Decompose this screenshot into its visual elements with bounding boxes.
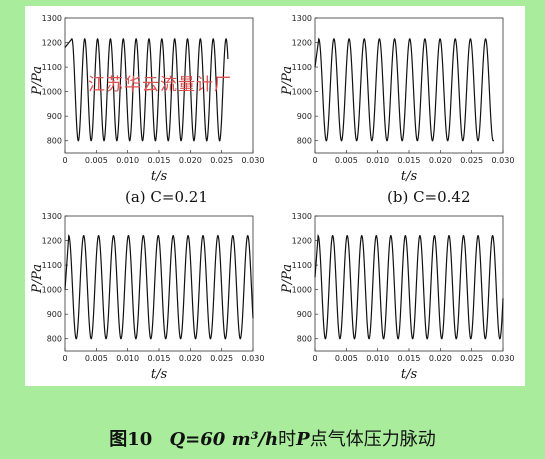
flow-formula: Q=60 m³/h	[169, 429, 279, 450]
watermark: 江苏华云流量计厂	[88, 75, 232, 95]
x-tick-label: 0	[62, 156, 67, 165]
x-tick-label: 0.025	[210, 156, 233, 165]
figure-panel: 800 900 1000 1100 1200 1300 0 0.005 0.010 0.015 0.…	[25, 6, 525, 405]
y-tick-label: 1300	[42, 212, 62, 221]
x-tick-label: 0.005	[335, 354, 358, 363]
x-axis-label: t/s	[401, 169, 418, 184]
x-tick-label: 0.025	[210, 354, 233, 363]
y-axis-label: P/Pa	[280, 264, 295, 294]
x-axis-label: t/s	[401, 367, 418, 382]
x-tick-label: 0.015	[398, 156, 421, 165]
charts-svg: 800 900 1000 1100 1200 1300 0 0.005 0.010 0.015 0.…	[30, 14, 515, 405]
y-tick-label: 900	[297, 310, 312, 319]
x-tick-label: 0.025	[460, 156, 483, 165]
x-tick-label: 0.015	[148, 156, 171, 165]
pressure-series-line	[64, 37, 229, 142]
y-tick-label: 1300	[42, 14, 62, 23]
x-tick-label: 0	[62, 354, 67, 363]
y-tick-label: 1200	[42, 237, 62, 246]
title-suffix-1: 时	[278, 429, 297, 450]
y-tick-label: 1000	[292, 286, 312, 295]
x-tick-label: 0.010	[366, 156, 389, 165]
x-tick-label: 0.030	[242, 156, 265, 165]
x-tick-label: 0.005	[85, 156, 108, 165]
chart-3: 800 900 1000 1100 1200 1300 0 0.005 0.010 0.015 0.…	[280, 212, 515, 405]
subplot-caption: (a) C=0.21	[125, 188, 208, 206]
x-tick-label: 0.015	[148, 354, 171, 363]
x-axis-label: t/s	[151, 367, 168, 382]
y-tick-label: 1000	[42, 88, 62, 97]
chart-1: 800 900 1000 1100 1200 1300 0 0.005 0.010 0.015 0.…	[280, 14, 514, 206]
y-tick-label: 900	[47, 112, 62, 121]
y-tick-label: 1100	[42, 63, 62, 72]
y-tick-label: 800	[297, 335, 312, 344]
y-tick-label: 1200	[292, 39, 312, 48]
x-tick-label: 0.005	[335, 156, 358, 165]
y-tick-label: 1100	[292, 63, 312, 72]
y-tick-label: 1200	[42, 39, 62, 48]
x-tick-label: 0.020	[429, 354, 452, 363]
x-tick-label: 0.025	[460, 354, 483, 363]
pressure-series-line	[64, 234, 254, 340]
y-tick-label: 1000	[292, 88, 312, 97]
pressure-series-line	[314, 234, 504, 340]
y-tick-label: 900	[47, 310, 62, 319]
figure-number: 图10	[109, 429, 153, 450]
pressure-series-line	[314, 37, 495, 142]
x-tick-label: 0.010	[366, 354, 389, 363]
x-tick-label: 0.010	[116, 156, 139, 165]
y-tick-label: 1100	[42, 261, 62, 270]
y-tick-label: 800	[47, 335, 62, 344]
y-tick-label: 1300	[292, 212, 312, 221]
x-tick-label: 0.015	[398, 354, 421, 363]
y-tick-label: 1200	[292, 237, 312, 246]
y-tick-label: 800	[297, 137, 312, 146]
y-axis-label: P/Pa	[280, 66, 295, 96]
x-tick-label: 0.030	[242, 354, 265, 363]
y-axis-label: P/Pa	[30, 66, 45, 96]
title-suffix-2: 点气体压力脉动	[309, 429, 436, 450]
y-tick-label: 1100	[292, 261, 312, 270]
point-label: P	[296, 429, 310, 450]
x-axis-label: t/s	[151, 169, 168, 184]
y-tick-label: 900	[297, 112, 312, 121]
chart-0: 800 900 1000 1100 1200 1300 0 0.005 0.010 0.015 0.…	[30, 14, 264, 206]
x-tick-label: 0.020	[429, 156, 452, 165]
chart-2: 800 900 1000 1100 1200 1300 0 0.005 0.010 0.015 0.…	[30, 212, 265, 405]
y-tick-label: 1300	[292, 14, 312, 23]
x-tick-label: 0.020	[179, 354, 202, 363]
x-tick-label: 0	[312, 354, 317, 363]
figure-title: 图10 Q=60 m³/h时P点气体压力脉动	[0, 425, 545, 451]
x-tick-label: 0.010	[116, 354, 139, 363]
x-tick-label: 0.020	[179, 156, 202, 165]
y-tick-label: 1000	[42, 286, 62, 295]
y-axis-label: P/Pa	[30, 264, 45, 294]
x-tick-label: 0	[312, 156, 317, 165]
y-tick-label: 800	[47, 137, 62, 146]
subplot-caption: (b) C=0.42	[387, 188, 471, 206]
x-tick-label: 0.030	[492, 354, 515, 363]
x-tick-label: 0.005	[85, 354, 108, 363]
x-tick-label: 0.030	[492, 156, 515, 165]
